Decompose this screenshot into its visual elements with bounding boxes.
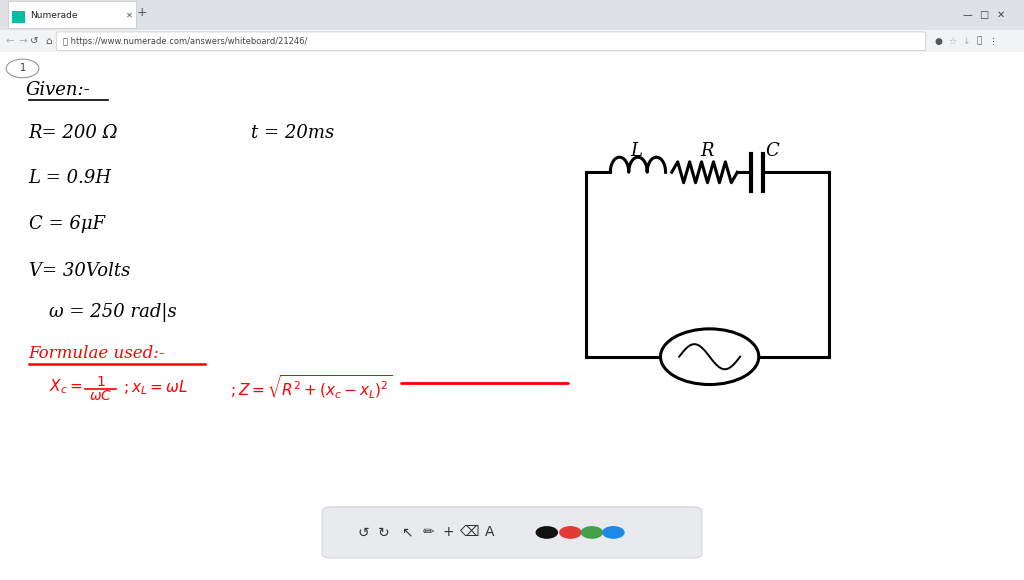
Text: ⋮: ⋮ <box>989 37 997 46</box>
Circle shape <box>559 526 582 539</box>
Text: ↓: ↓ <box>962 37 970 46</box>
Text: ☆: ☆ <box>948 37 956 46</box>
FancyBboxPatch shape <box>322 507 702 558</box>
Text: L = 0.9H: L = 0.9H <box>29 169 112 187</box>
FancyBboxPatch shape <box>56 32 926 50</box>
Text: ←: ← <box>6 36 14 46</box>
Text: C = 6μF: C = 6μF <box>29 215 104 233</box>
Circle shape <box>581 526 603 539</box>
Text: ✕: ✕ <box>996 10 1005 20</box>
Text: Numerade: Numerade <box>30 10 77 20</box>
Text: ⌫: ⌫ <box>459 525 479 539</box>
Text: —: — <box>963 10 973 20</box>
Text: L: L <box>630 142 642 160</box>
Text: ✕: ✕ <box>126 10 132 20</box>
Text: $1$: $1$ <box>95 375 105 389</box>
Text: ↻: ↻ <box>378 525 390 539</box>
Text: R: R <box>699 142 714 160</box>
Text: $; Z = \sqrt{R^2 + (x_c - x_L)^2}$: $; Z = \sqrt{R^2 + (x_c - x_L)^2}$ <box>230 374 392 401</box>
Text: t = 20ms: t = 20ms <box>251 124 334 143</box>
Circle shape <box>602 526 625 539</box>
Circle shape <box>536 526 558 539</box>
FancyBboxPatch shape <box>0 0 1024 30</box>
Text: Given:-: Given:- <box>26 81 90 99</box>
Text: ●: ● <box>934 37 942 46</box>
Text: +: + <box>442 525 455 539</box>
FancyBboxPatch shape <box>12 11 25 23</box>
Text: ↖: ↖ <box>400 525 413 539</box>
Text: $X_{c}=$: $X_{c}=$ <box>49 377 83 396</box>
Text: □: □ <box>979 10 989 20</box>
Text: 👤: 👤 <box>976 37 982 46</box>
Text: +: + <box>137 6 147 19</box>
Text: $; x_L = \omega L$: $; x_L = \omega L$ <box>123 378 187 397</box>
Text: V= 30Volts: V= 30Volts <box>29 262 130 280</box>
FancyBboxPatch shape <box>0 30 1024 52</box>
Text: Formulae used:-: Formulae used:- <box>29 345 165 362</box>
Text: $\omega C$: $\omega C$ <box>89 389 112 403</box>
Text: ⌂: ⌂ <box>45 36 51 46</box>
FancyBboxPatch shape <box>8 1 136 28</box>
Circle shape <box>6 59 39 78</box>
Text: ω = 250 rad|s: ω = 250 rad|s <box>49 303 177 321</box>
Text: ↺: ↺ <box>357 525 370 539</box>
Text: 🔒 https://www.numerade.com/answers/whiteboard/21246/: 🔒 https://www.numerade.com/answers/white… <box>63 37 308 46</box>
Text: ↺: ↺ <box>31 36 39 46</box>
Text: 1: 1 <box>19 63 26 74</box>
Circle shape <box>660 329 759 385</box>
Text: ✏: ✏ <box>422 525 434 539</box>
Text: →: → <box>18 36 27 46</box>
Text: C: C <box>765 142 779 160</box>
Text: R= 200 Ω: R= 200 Ω <box>29 124 118 143</box>
Text: A: A <box>484 525 495 539</box>
